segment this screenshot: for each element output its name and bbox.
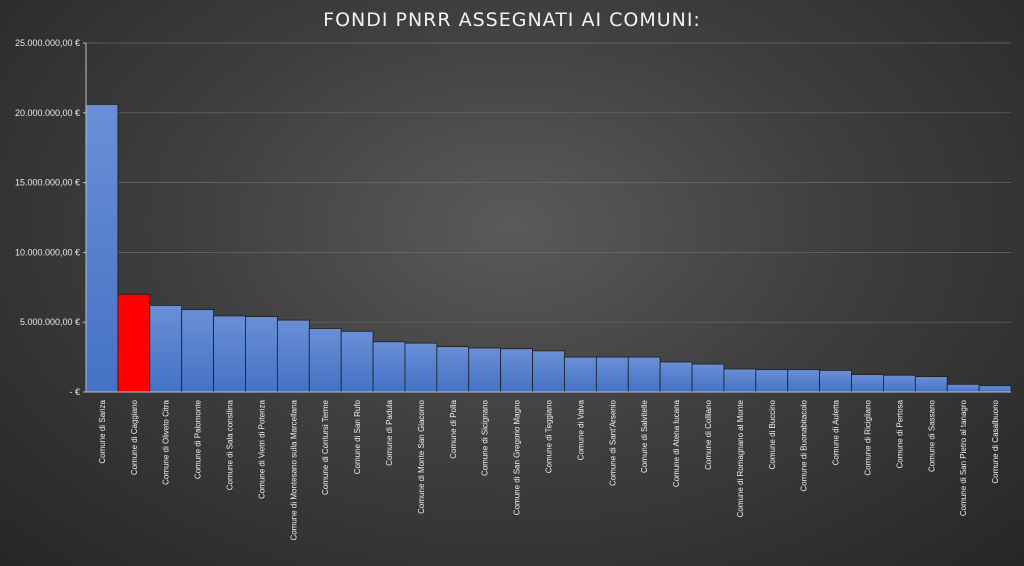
bar: [340, 330, 374, 393]
x-tick-label: Comune di Vietri di Potenza: [257, 399, 266, 499]
bar: [946, 383, 980, 393]
x-tick-label: Comune di Monte San Giacomo: [417, 399, 426, 513]
y-tick-label: 10.000.000,00 €: [15, 247, 80, 257]
x-tick-label: Comune di Oliveto Citra: [162, 399, 171, 484]
x-tick-label: Comune di Sassano: [927, 399, 936, 472]
x-tick-label: Comune di Sicignano: [481, 399, 490, 476]
bar: [436, 346, 470, 393]
bar: [595, 356, 629, 393]
bar: [787, 369, 821, 393]
x-tick-label: Comune di San Rufo: [353, 399, 362, 474]
bar: [691, 363, 725, 393]
bar: [117, 293, 151, 393]
chart-title: FONDI PNRR ASSEGNATI AI COMUNI:: [323, 9, 701, 31]
bars: [85, 104, 1012, 393]
bar: [149, 305, 183, 393]
x-tick-label: Comune di Padula: [385, 399, 394, 465]
bar: [883, 374, 916, 393]
x-tick-label: Comune di Salvitelle: [640, 399, 649, 472]
x-tick-label: Comune di Auletta: [832, 399, 841, 465]
bar: [659, 361, 693, 393]
bar: [914, 376, 948, 393]
x-tick-label: Comune di Colliano: [704, 399, 713, 469]
x-tick-label: Comune di Caggiano: [130, 399, 139, 475]
labels: - € 5.000.000,00 € 10.000.000,00 € 15.000.0…: [15, 38, 1000, 541]
x-tick-label: Comune di Atena lucana: [672, 399, 681, 487]
x-tick-label: Comune di Buccino: [768, 399, 777, 469]
x-tick-label: Comune di Sala consilina: [226, 399, 235, 490]
axes: [83, 42, 1011, 393]
gridlines: [86, 42, 1011, 323]
bar: [723, 368, 757, 393]
bar: [500, 348, 533, 393]
x-tick-label: Comune di Contursi Terme: [321, 399, 330, 495]
y-tick-label: 15.000.000,00 €: [15, 178, 80, 188]
x-tick-label: Comune di Montesano sulla Marcellana: [289, 399, 298, 540]
x-tick-label: Comune di Sant'Arsenio: [608, 399, 617, 486]
x-tick-label: Comune di Ricigliano: [863, 399, 872, 475]
bar: [532, 350, 565, 393]
x-tick-label: Comune di Pertosa: [895, 399, 904, 468]
y-tick-label: 5.000.000,00 €: [20, 317, 80, 327]
x-tick-label: Comune di Romagnano al Monte: [736, 399, 745, 517]
x-tick-label: Comune di Casalbuono: [991, 399, 1000, 483]
x-tick-label: Comune di Teggiano: [545, 399, 554, 473]
x-tick-label: Comune di Sanza: [98, 399, 107, 463]
x-tick-label: Comune di San Pietro al tanagro: [959, 399, 968, 516]
bar: [819, 369, 852, 393]
bar: [851, 374, 884, 393]
y-tick-label: 20.000.000,00 €: [15, 108, 80, 118]
bar: [404, 342, 438, 393]
bar: [978, 385, 1012, 393]
y-tick-label: - €: [69, 387, 80, 397]
x-tick-label: Comune di Polla: [449, 399, 458, 458]
bar: [213, 315, 246, 393]
bar: [755, 369, 789, 393]
bar: [468, 347, 502, 393]
y-tick-label: 25.000.000,00 €: [15, 38, 80, 48]
bar: [308, 328, 342, 393]
bar: [276, 319, 310, 393]
bar: [627, 356, 661, 393]
x-tick-label: Comune di Valva: [576, 399, 585, 460]
bar: [245, 316, 278, 393]
bar: [181, 309, 214, 393]
x-tick-label: Comune di San Gregorio Magno: [513, 399, 522, 515]
x-tick-label: Comune di Buonabitacolo: [800, 399, 809, 491]
bar: [564, 356, 597, 393]
bar: [85, 104, 119, 393]
bar: [372, 341, 406, 393]
x-tick-label: Comune di Palomonte: [194, 399, 203, 479]
